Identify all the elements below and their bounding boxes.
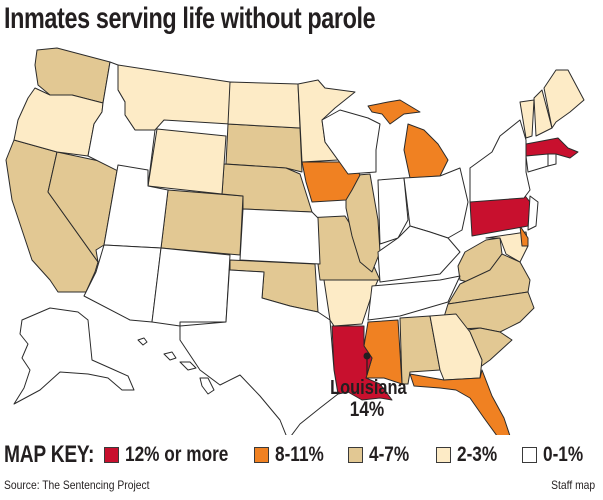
state-rhode-island[interactable] [547,153,557,167]
state-tennessee[interactable] [367,275,461,321]
state-delaware[interactable] [519,225,529,247]
state-kentucky[interactable] [377,225,461,283]
legend-swatch-12-plus [104,447,119,463]
state-montana[interactable] [117,64,231,131]
state-georgia[interactable] [429,313,483,381]
state-hawaii[interactable] [137,337,215,395]
tier-4-7 [5,47,535,385]
legend-label: 8-11% [275,443,324,466]
legend-swatch-8-11 [254,447,269,463]
state-new-york[interactable] [469,119,531,203]
state-wyoming[interactable] [147,128,227,195]
legend-item-12-plus: 12% or more [104,443,254,467]
footer: Source: The Sentencing Project Staff map [4,478,595,492]
state-alaska[interactable] [13,307,135,405]
map-key-title: MAP KEY: [4,441,95,468]
legend-label: 4-7% [369,443,410,466]
map-key: MAP KEY: 12% or more 8-11% 4-7% 2-3% 0-1… [4,440,603,470]
legend-label: 0-1% [543,443,584,466]
tier-0-1 [13,61,557,435]
legend-swatch-0-1 [522,447,537,463]
map-title: Inmates serving life without parole [4,2,376,35]
tier-12-plus [331,137,579,401]
state-new-mexico[interactable] [151,247,231,327]
louisiana-callout: Louisiana 14% [330,377,407,421]
callout-state-name: Louisiana [330,377,407,399]
callout-value: 14% [349,398,385,421]
state-connecticut[interactable] [525,153,549,173]
state-idaho[interactable] [87,61,156,187]
state-michigan-lower[interactable] [403,123,449,179]
state-florida[interactable] [409,369,511,435]
legend-label: 2-3% [457,443,498,466]
legend-item-8-11: 8-11% [254,443,348,467]
us-map [0,40,603,435]
legend-item-0-1: 0-1% [522,443,592,467]
state-north-dakota[interactable] [227,81,301,129]
state-maine[interactable] [543,69,585,129]
state-kansas[interactable] [239,208,321,265]
state-maryland[interactable] [485,231,529,263]
legend-item-4-7: 4-7% [348,443,436,467]
state-new-jersey[interactable] [527,195,539,231]
staff-credit: Staff map [551,478,595,492]
legend-item-2-3: 2-3% [436,443,522,467]
legend-swatch-4-7 [348,447,363,463]
state-michigan[interactable] [367,99,421,125]
state-minnesota[interactable] [297,79,356,163]
state-texas[interactable] [179,259,339,435]
state-indiana[interactable] [377,177,409,245]
state-illinois[interactable] [345,173,381,273]
legend-label: 12% or more [125,443,229,466]
state-colorado[interactable] [160,189,244,256]
state-mississippi[interactable] [363,319,403,385]
source-credit: Source: The Sentencing Project [4,478,150,492]
state-vermont[interactable] [519,99,535,139]
tier-8-11 [301,99,529,435]
legend-swatch-2-3 [436,447,451,463]
state-wisconsin[interactable] [321,109,381,175]
